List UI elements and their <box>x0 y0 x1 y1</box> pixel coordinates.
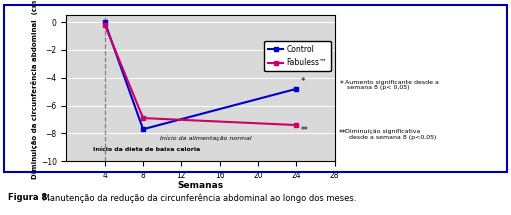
Control <box>140 128 146 131</box>
Text: Manutenção da redução da circunferência abdominal ao longo dos meses.: Manutenção da redução da circunferência … <box>40 194 356 203</box>
Legend: Control, Fabuless™: Control, Fabuless™ <box>264 41 331 71</box>
Fabuless™ <box>102 23 108 26</box>
Text: *: * <box>301 77 306 86</box>
Text: Início da dieta de baixa caloria: Início da dieta de baixa caloria <box>94 147 200 152</box>
X-axis label: Semanas: Semanas <box>177 181 224 190</box>
Text: **: ** <box>339 129 346 138</box>
Control <box>102 21 108 23</box>
Y-axis label: Diminuição da circunferência abdominal  (cm): Diminuição da circunferência abdominal (… <box>31 0 38 179</box>
Text: Aumento significante desde a
  semana 8 (p< 0,05): Aumento significante desde a semana 8 (p… <box>343 80 439 90</box>
Fabuless™ <box>140 117 146 119</box>
Text: Figura 8.: Figura 8. <box>8 194 50 203</box>
Text: Início da alimentação normal: Início da alimentação normal <box>160 135 252 141</box>
Text: Diminuição significativa
   desde a semana 8 (p<0,05): Diminuição significativa desde a semana … <box>343 129 437 140</box>
Line: Fabuless™: Fabuless™ <box>102 22 299 127</box>
Text: *: * <box>340 80 344 89</box>
Line: Control: Control <box>102 20 299 132</box>
Control <box>293 88 299 90</box>
Text: **: ** <box>301 126 309 135</box>
Fabuless™ <box>293 124 299 126</box>
